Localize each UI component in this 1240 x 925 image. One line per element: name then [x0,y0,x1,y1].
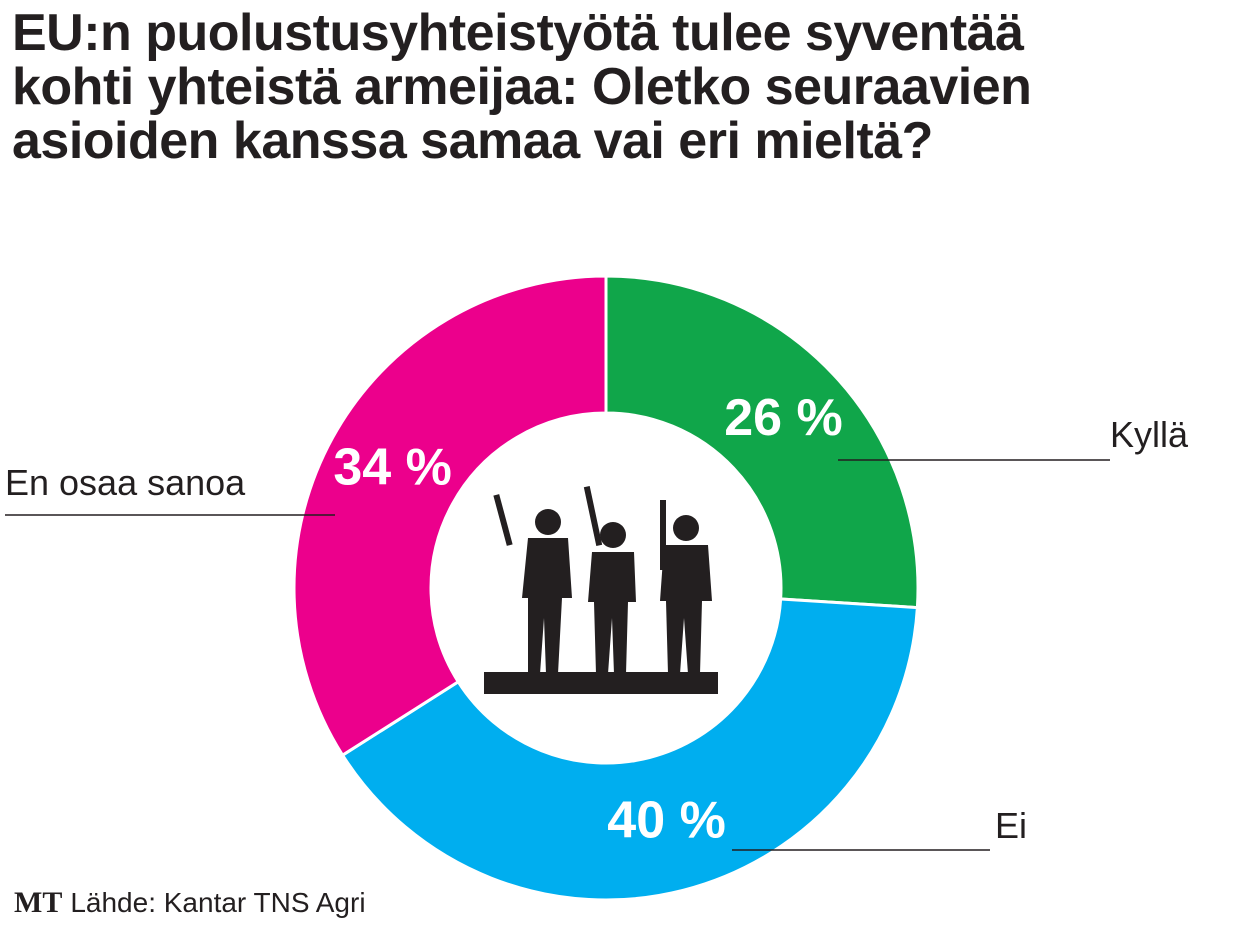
slices [292,274,920,902]
category-label: En osaa sanoa [5,462,246,503]
soldier [660,500,712,674]
category-label: Ei [995,805,1027,846]
chart-title: EU:n puolustusyhteistyötä tulee syventää… [12,4,1032,170]
soldier [583,486,636,674]
slice [604,274,920,610]
soldier-silhouette [484,486,718,694]
value-label: 40 % [607,792,726,850]
soldier [493,494,572,674]
labels: 26 % Kyllä 40 % Ei 34 % En osaa sanoa [5,389,1189,851]
category-label: Kyllä [1110,414,1189,455]
ground [484,672,718,694]
slice [292,274,608,758]
footer: MT Lähde: Kantar TNS Agri [14,886,366,920]
value-label: 34 % [333,438,452,496]
logo: MT [14,886,63,919]
value-label: 26 % [724,389,843,447]
slice [340,597,919,902]
source: Lähde: Kantar TNS Agri [70,887,366,918]
